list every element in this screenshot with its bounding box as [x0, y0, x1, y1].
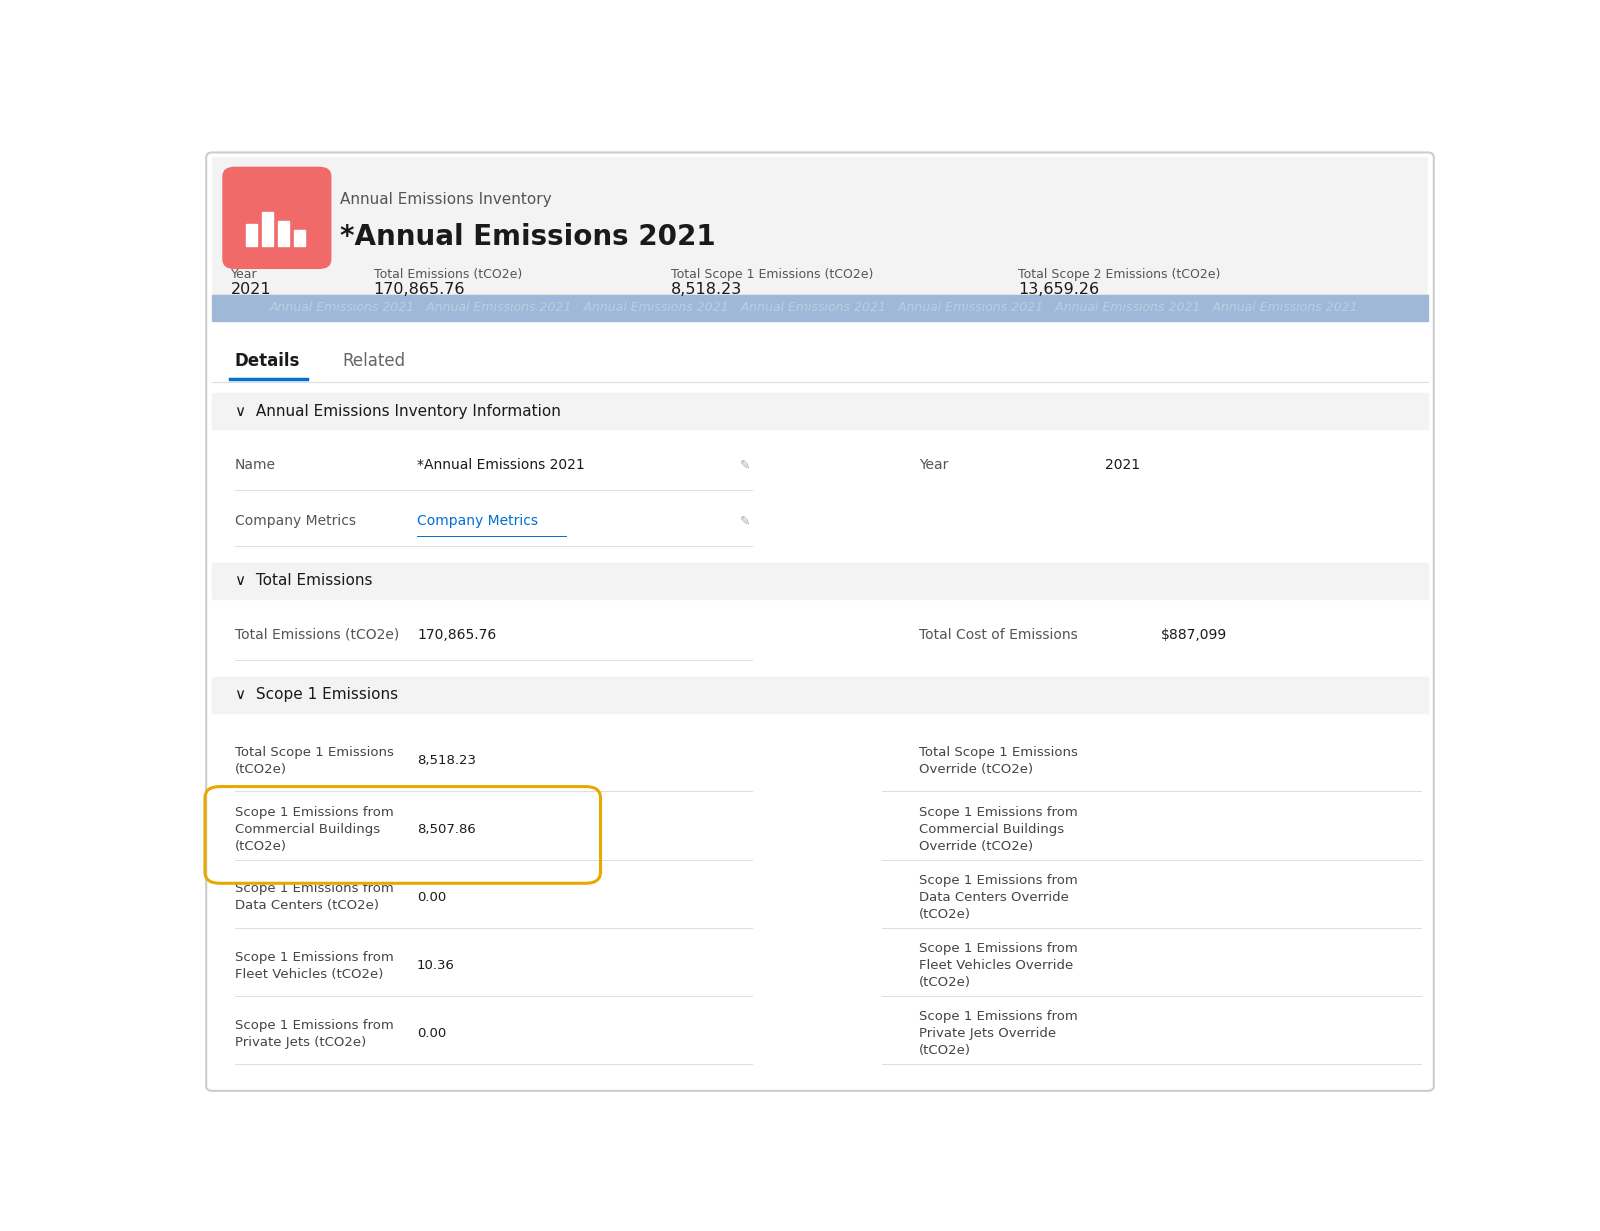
Text: ∨  Total Emissions: ∨ Total Emissions	[235, 574, 373, 588]
Text: ∨  Annual Emissions Inventory Information: ∨ Annual Emissions Inventory Information	[235, 404, 560, 419]
Text: Total Scope 2 Emissions (tCO2e): Total Scope 2 Emissions (tCO2e)	[1019, 268, 1221, 281]
Text: *Annual Emissions 2021: *Annual Emissions 2021	[418, 458, 584, 473]
Text: 13,659.26: 13,659.26	[1019, 282, 1099, 298]
Bar	[294, 230, 306, 246]
Text: Scope 1 Emissions from
Fleet Vehicles (tCO2e): Scope 1 Emissions from Fleet Vehicles (t…	[235, 950, 394, 981]
Bar	[213, 563, 1427, 599]
Text: 170,865.76: 170,865.76	[374, 282, 466, 298]
Text: Related: Related	[342, 352, 406, 371]
Text: Scope 1 Emissions from
Data Centers Override
(tCO2e): Scope 1 Emissions from Data Centers Over…	[918, 874, 1078, 921]
Text: *Annual Emissions 2021: *Annual Emissions 2021	[341, 223, 715, 251]
Text: Year: Year	[918, 458, 949, 473]
Text: $887,099: $887,099	[1162, 628, 1227, 641]
Text: 8,507.86: 8,507.86	[418, 822, 475, 836]
Text: Total Scope 1 Emissions
(tCO2e): Total Scope 1 Emissions (tCO2e)	[235, 746, 394, 776]
Bar	[262, 212, 274, 246]
Text: Name: Name	[235, 458, 275, 473]
Text: Scope 1 Emissions from
Private Jets (tCO2e): Scope 1 Emissions from Private Jets (tCO…	[235, 1019, 394, 1049]
Bar	[213, 294, 1427, 321]
Bar	[213, 393, 1427, 430]
Text: Scope 1 Emissions from
Fleet Vehicles Override
(tCO2e): Scope 1 Emissions from Fleet Vehicles Ov…	[918, 942, 1078, 990]
Bar	[213, 677, 1427, 713]
Text: 0.00: 0.00	[418, 1028, 446, 1040]
Bar	[278, 220, 290, 246]
Text: Total Emissions (tCO2e): Total Emissions (tCO2e)	[374, 268, 522, 281]
Text: Total Emissions (tCO2e): Total Emissions (tCO2e)	[235, 628, 398, 641]
Text: Scope 1 Emissions from
Commercial Buildings
(tCO2e): Scope 1 Emissions from Commercial Buildi…	[235, 806, 394, 853]
Text: 170,865.76: 170,865.76	[418, 628, 496, 641]
Text: Total Scope 1 Emissions (tCO2e): Total Scope 1 Emissions (tCO2e)	[672, 268, 874, 281]
Bar	[246, 224, 258, 246]
Text: 8,518.23: 8,518.23	[418, 755, 477, 767]
Text: 0.00: 0.00	[418, 891, 446, 904]
Text: Scope 1 Emissions from
Data Centers (tCO2e): Scope 1 Emissions from Data Centers (tCO…	[235, 883, 394, 912]
Text: 10.36: 10.36	[418, 959, 454, 972]
Text: ∨  Scope 1 Emissions: ∨ Scope 1 Emissions	[235, 687, 398, 702]
FancyBboxPatch shape	[222, 166, 331, 270]
Text: Total Cost of Emissions: Total Cost of Emissions	[918, 628, 1078, 641]
Text: Scope 1 Emissions from
Commercial Buildings
Override (tCO2e): Scope 1 Emissions from Commercial Buildi…	[918, 806, 1078, 853]
Text: 8,518.23: 8,518.23	[672, 282, 742, 298]
Text: Scope 1 Emissions from
Private Jets Override
(tCO2e): Scope 1 Emissions from Private Jets Over…	[918, 1011, 1078, 1057]
Text: Annual Emissions 2021   Annual Emissions 2021   Annual Emissions 2021   Annual E: Annual Emissions 2021 Annual Emissions 2…	[270, 302, 1370, 314]
Text: Company Metrics: Company Metrics	[418, 515, 538, 528]
Text: Annual Emissions Inventory: Annual Emissions Inventory	[341, 192, 552, 207]
Text: 2021: 2021	[1106, 458, 1141, 473]
Text: Details: Details	[235, 352, 301, 371]
Text: ✎: ✎	[739, 459, 750, 471]
Text: Year: Year	[230, 268, 258, 281]
FancyBboxPatch shape	[213, 158, 1427, 294]
FancyBboxPatch shape	[206, 153, 1434, 1091]
Text: Company Metrics: Company Metrics	[235, 515, 355, 528]
Text: Total Scope 1 Emissions
Override (tCO2e): Total Scope 1 Emissions Override (tCO2e)	[918, 746, 1078, 776]
Text: 2021: 2021	[230, 282, 272, 298]
Text: ✎: ✎	[739, 515, 750, 528]
